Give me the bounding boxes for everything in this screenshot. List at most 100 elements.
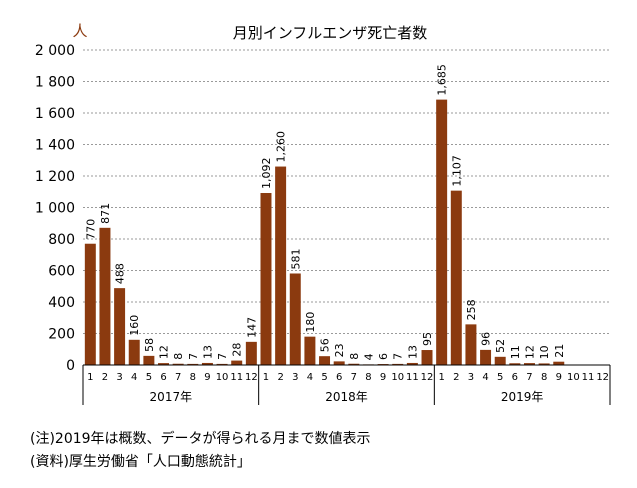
notes: (注)2019年は概数、データが得られる月まで数値表示 (資料)厚生労働省「人口… bbox=[30, 428, 371, 474]
data-label: 147 bbox=[245, 317, 258, 338]
x-tick-label: 2 bbox=[102, 372, 108, 383]
x-tick-label: 7 bbox=[175, 372, 181, 383]
bar bbox=[465, 324, 477, 365]
bar bbox=[319, 356, 331, 365]
grid-layer bbox=[83, 49, 610, 334]
bar bbox=[201, 362, 213, 365]
bar bbox=[187, 363, 199, 365]
data-label: 488 bbox=[114, 263, 127, 284]
bar bbox=[436, 99, 448, 366]
data-label: 13 bbox=[406, 345, 419, 359]
x-tick-label: 6 bbox=[336, 372, 342, 383]
x-tick-label: 1 bbox=[263, 372, 269, 383]
data-label: 8 bbox=[172, 353, 185, 360]
bar bbox=[392, 363, 404, 365]
x-tick-label: 10 bbox=[391, 372, 404, 383]
x-tick-label: 5 bbox=[321, 372, 327, 383]
y-tick-label: 1 200 bbox=[35, 169, 75, 185]
bar bbox=[421, 350, 433, 365]
y-tick-label: 1 000 bbox=[35, 201, 75, 217]
data-label: 1,260 bbox=[275, 131, 288, 163]
data-label: 581 bbox=[289, 248, 302, 269]
note-line-2: (資料)厚生労働省「人口動態統計」 bbox=[30, 454, 251, 470]
x-tick-label: 11 bbox=[582, 372, 595, 383]
x-tick-label: 4 bbox=[482, 372, 488, 383]
bar bbox=[275, 166, 287, 365]
x-tick-label: 9 bbox=[556, 372, 562, 383]
data-label: 871 bbox=[99, 203, 112, 224]
bar bbox=[480, 349, 492, 365]
data-label: 56 bbox=[319, 338, 332, 352]
bar bbox=[260, 193, 272, 365]
x-tick-label: 12 bbox=[596, 372, 609, 383]
x-tick-label: 12 bbox=[245, 372, 258, 383]
x-tick-label: 6 bbox=[160, 372, 166, 383]
bar bbox=[538, 363, 550, 365]
bar bbox=[158, 363, 170, 365]
data-label: 21 bbox=[553, 344, 566, 358]
y-tick-label: 1 600 bbox=[35, 106, 75, 122]
y-axis-unit-label: 人 bbox=[72, 22, 87, 40]
group-label: 2019年 bbox=[501, 390, 544, 404]
bar bbox=[216, 363, 228, 365]
y-tick-label: 200 bbox=[48, 327, 75, 343]
bar bbox=[333, 361, 345, 365]
bar bbox=[523, 363, 535, 365]
x-tick-label: 12 bbox=[421, 372, 434, 383]
x-tick-label: 2 bbox=[277, 372, 283, 383]
y-tick-label: 600 bbox=[48, 264, 75, 280]
y-tick-label: 2 000 bbox=[35, 43, 75, 59]
group-label: 2017年 bbox=[150, 390, 193, 404]
y-tick-label: 400 bbox=[48, 295, 75, 311]
x-tick-label: 3 bbox=[468, 372, 474, 383]
data-label: 12 bbox=[158, 345, 171, 359]
x-tick-label: 8 bbox=[365, 372, 371, 383]
x-tick-label: 9 bbox=[380, 372, 386, 383]
bar bbox=[231, 360, 243, 365]
data-label: 1,107 bbox=[450, 155, 463, 187]
data-label: 180 bbox=[304, 312, 317, 333]
x-tick-label: 4 bbox=[307, 372, 313, 383]
x-tick-label: 7 bbox=[351, 372, 357, 383]
x-tick-label: 3 bbox=[292, 372, 298, 383]
data-label: 23 bbox=[333, 343, 346, 357]
data-label: 10 bbox=[538, 345, 551, 359]
data-label: 28 bbox=[231, 343, 244, 357]
group-label: 2018年 bbox=[325, 390, 368, 404]
data-label: 7 bbox=[187, 353, 200, 360]
bar bbox=[84, 243, 96, 365]
x-tick-label: 7 bbox=[526, 372, 532, 383]
x-tick-label: 9 bbox=[204, 372, 210, 383]
y-tick-label: 1 400 bbox=[35, 138, 75, 154]
chart-title: 月別インフルエンザ死亡者数 bbox=[233, 24, 428, 42]
data-label: 1,685 bbox=[436, 64, 449, 96]
x-tick-label: 5 bbox=[146, 372, 152, 383]
x-tick-label: 11 bbox=[230, 372, 243, 383]
data-label: 95 bbox=[421, 332, 434, 346]
bar bbox=[99, 227, 111, 365]
x-tick-label: 8 bbox=[190, 372, 196, 383]
y-tick-label: 800 bbox=[48, 232, 75, 248]
data-label: 12 bbox=[523, 345, 536, 359]
data-label: 160 bbox=[128, 315, 141, 336]
data-label: 11 bbox=[509, 345, 522, 359]
x-tick-label: 4 bbox=[131, 372, 137, 383]
data-label: 8 bbox=[348, 353, 361, 360]
bar bbox=[494, 356, 506, 365]
x-tick-label: 8 bbox=[541, 372, 547, 383]
bar bbox=[172, 363, 184, 365]
x-tick-label: 6 bbox=[512, 372, 518, 383]
x-tick-label: 10 bbox=[216, 372, 229, 383]
data-label: 4 bbox=[362, 353, 375, 360]
note-line-1: (注)2019年は概数、データが得られる月まで数値表示 bbox=[30, 431, 371, 447]
data-label: 58 bbox=[143, 338, 156, 352]
x-tick-label: 3 bbox=[116, 372, 122, 383]
data-label: 13 bbox=[201, 345, 214, 359]
data-label: 770 bbox=[84, 219, 97, 240]
data-label: 7 bbox=[392, 353, 405, 360]
bar bbox=[143, 355, 155, 365]
bar bbox=[450, 190, 462, 365]
bar bbox=[509, 363, 521, 365]
x-tick-label: 11 bbox=[406, 372, 419, 383]
